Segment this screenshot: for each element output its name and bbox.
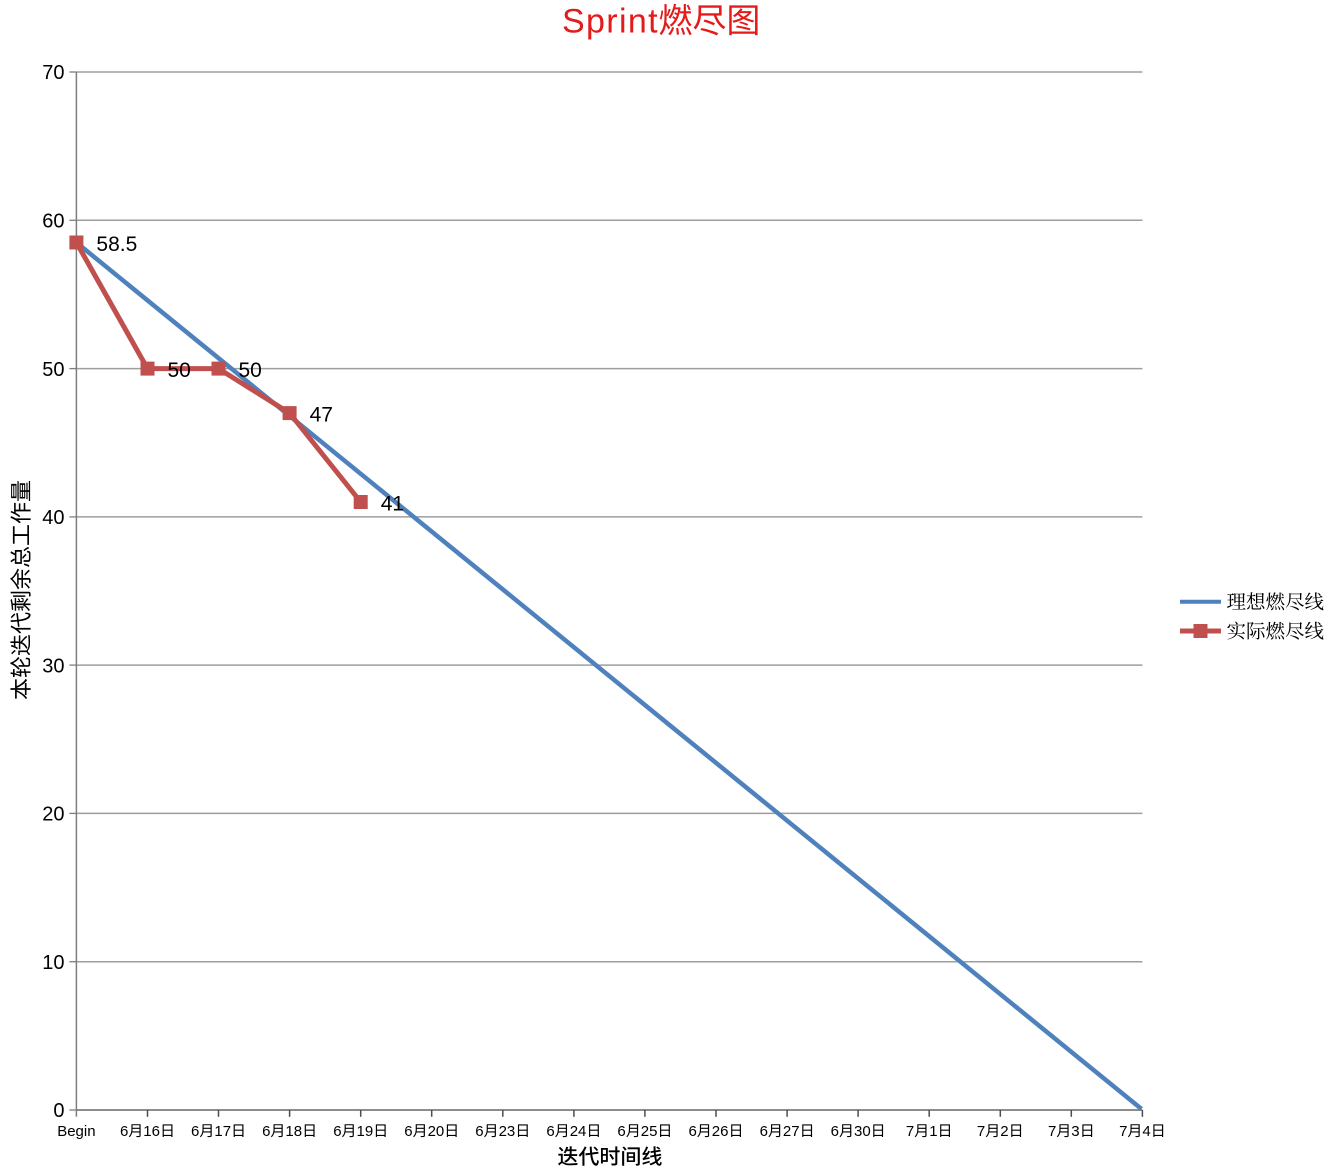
svg-text:7: 7 (1119, 1123, 1127, 1140)
svg-text:6: 6 (546, 1123, 554, 1140)
svg-text:6: 6 (831, 1123, 839, 1140)
svg-text:2: 2 (1000, 1123, 1008, 1140)
svg-text:6: 6 (191, 1123, 199, 1140)
svg-text:23: 23 (499, 1123, 516, 1140)
svg-text:10: 10 (42, 952, 64, 974)
svg-text:50: 50 (239, 359, 262, 382)
svg-text:6: 6 (404, 1123, 412, 1140)
svg-text:24: 24 (570, 1123, 587, 1140)
svg-text:7: 7 (977, 1123, 985, 1140)
svg-text:30: 30 (854, 1123, 871, 1140)
svg-text:19: 19 (357, 1123, 374, 1140)
svg-text:20: 20 (428, 1123, 445, 1140)
svg-text:4: 4 (1142, 1123, 1150, 1140)
svg-text:16: 16 (143, 1123, 160, 1140)
svg-text:6: 6 (760, 1123, 768, 1140)
svg-text:25: 25 (641, 1123, 658, 1140)
svg-text:6: 6 (120, 1123, 128, 1140)
svg-text:47: 47 (310, 403, 333, 426)
svg-text:27: 27 (783, 1123, 800, 1140)
svg-text:6: 6 (475, 1123, 483, 1140)
svg-text:Begin: Begin (57, 1123, 95, 1140)
svg-text:41: 41 (381, 492, 404, 515)
svg-text:20: 20 (42, 804, 64, 826)
svg-text:6: 6 (617, 1123, 625, 1140)
svg-text:40: 40 (42, 507, 64, 529)
svg-text:3: 3 (1071, 1123, 1079, 1140)
svg-text:6: 6 (689, 1123, 697, 1140)
svg-text:50: 50 (42, 359, 64, 381)
svg-text:60: 60 (42, 211, 64, 233)
svg-text:7: 7 (906, 1123, 914, 1140)
svg-text:0: 0 (53, 1100, 64, 1122)
svg-text:50: 50 (168, 359, 191, 382)
svg-text:7: 7 (1048, 1123, 1056, 1140)
svg-text:17: 17 (214, 1123, 231, 1140)
svg-text:6: 6 (262, 1123, 270, 1140)
svg-text:1: 1 (929, 1123, 937, 1140)
svg-text:18: 18 (285, 1123, 302, 1140)
svg-text:30: 30 (42, 655, 64, 677)
svg-text:58.5: 58.5 (96, 233, 137, 256)
svg-text:Sprint: Sprint (562, 3, 659, 41)
svg-text:6: 6 (333, 1123, 341, 1140)
svg-text:70: 70 (42, 62, 64, 84)
svg-text:26: 26 (712, 1123, 729, 1140)
